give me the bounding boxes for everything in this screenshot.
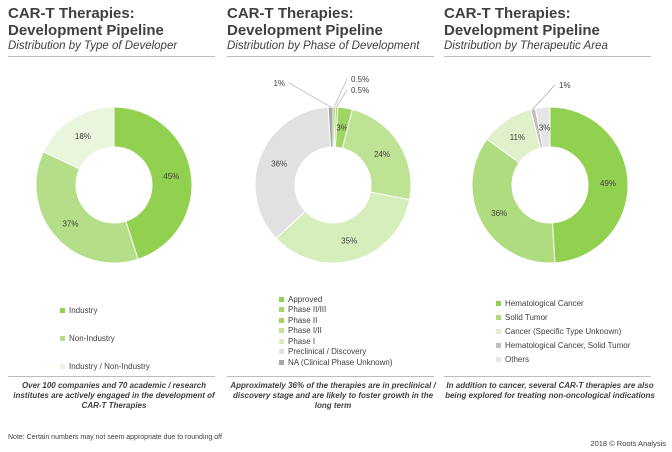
chart-subtitle: Distribution by Therapeutic Area [444, 40, 608, 52]
data-label-phase-ii: 3% [336, 124, 348, 133]
legend-label: Preclinical / Discovery [288, 347, 367, 357]
legend-swatch [60, 307, 65, 313]
leader-line [288, 82, 331, 108]
legend-label: Phase II [288, 315, 318, 325]
legend-item-others: Others [496, 352, 630, 366]
legend-swatch [279, 317, 284, 323]
legend-development-phase: Approved Phase II/III Phase II Phase I/II Ph… [279, 294, 393, 368]
legend-swatch [279, 338, 284, 344]
title-divider [8, 56, 215, 57]
legend-item-phase-ii: Phase II [279, 315, 393, 326]
chart-note: In addition to cancer, several CAR-T the… [445, 381, 655, 400]
slice-hematological-cancer [549, 106, 629, 264]
panel-therapeutic-area: CAR-T Therapies: Development Pipeline Di… [444, 0, 656, 420]
legend-swatch [279, 296, 284, 302]
legend-item-approved: Approved [279, 294, 393, 305]
leader-line [336, 89, 348, 108]
legend-swatch [60, 363, 65, 369]
legend-label: Industry / Non-Industry [69, 361, 150, 371]
legend-therapeutic-area: Hematological Cancer Solid Tumor Cancer (S… [496, 296, 630, 366]
data-label-preclinical-discovery: 36% [271, 160, 287, 169]
legend-item-cancer-specific-type-unknown: Cancer (Specific Type Unknown) [496, 324, 630, 338]
data-label-industry: 45% [163, 172, 179, 181]
legend-label: Solid Tumor [505, 312, 548, 322]
legend-swatch [496, 328, 501, 334]
legend-item-na-clinical-phase-unknown: NA (Clinical Phase Unknown) [279, 357, 393, 368]
data-label-industry-non-industry: 18% [75, 132, 91, 141]
chart-title: CAR-T Therapies: Development Pipeline [8, 5, 164, 39]
legend-swatch [60, 335, 65, 341]
legend-item-phase-ii-iii: Phase II/III [279, 305, 393, 316]
legend-swatch [279, 359, 284, 365]
legend-item-industry: Industry [60, 296, 150, 324]
slice-non-industry [35, 151, 139, 264]
data-label-approved: 0.5% [351, 75, 369, 84]
data-label-phase-ii-iii: 0.5% [351, 86, 369, 95]
chart-title: CAR-T Therapies: Development Pipeline [227, 5, 383, 39]
copyright: 2018 © Roots Analysis [590, 439, 666, 448]
data-label-solid-tumor: 36% [491, 209, 507, 218]
legend-developer-type: Industry Non-Industry Industry / Non-Indus… [60, 296, 150, 380]
legend-label: Cancer (Specific Type Unknown) [505, 326, 622, 336]
legend-label: Approved [288, 294, 323, 304]
chart-subtitle: Distribution by Phase of Development [227, 40, 420, 52]
legend-label: Phase I/II [288, 326, 322, 336]
data-label-non-industry: 37% [62, 219, 78, 228]
legend-swatch [279, 307, 284, 313]
chart-note: Over 100 companies and 70 academic / res… [13, 381, 215, 410]
data-label-cancer-specific-type-unknown: 11% [510, 133, 525, 142]
legend-label: Hematological Cancer [505, 298, 584, 308]
slice-solid-tumor [471, 138, 556, 264]
legend-swatch [496, 356, 501, 362]
legend-swatch [496, 314, 501, 320]
legend-item-hematological-cancer: Hematological Cancer [496, 296, 630, 310]
legend-item-phase-i: Phase I [279, 336, 393, 347]
title-divider [227, 56, 434, 57]
title-divider [444, 56, 651, 57]
legend-swatch [279, 349, 284, 355]
slice-others [534, 106, 551, 149]
leader-line [532, 84, 556, 110]
slice-phase-i [275, 191, 411, 264]
legend-label: NA (Clinical Phase Unknown) [288, 357, 393, 367]
slice-industry [113, 106, 193, 260]
data-label-hematological-cancer-solid-tumor: 1% [559, 81, 571, 90]
leader-line [333, 78, 348, 108]
legend-item-phase-i-ii: Phase I/II [279, 326, 393, 337]
donut-chart-development-phase: 0.5% 0.5% 3% 24% 35% 36% 1% [254, 75, 412, 264]
legend-item-solid-tumor: Solid Tumor [496, 310, 630, 324]
note-divider [8, 376, 215, 377]
legend-label: Others [505, 354, 530, 364]
data-label-others: 3% [539, 123, 551, 132]
donut-chart-developer-type: 45% 37% 18% [35, 106, 193, 264]
legend-label: Industry [69, 305, 98, 315]
data-label-phase-i-ii: 24% [374, 150, 390, 159]
slice-industry-non-industry [42, 106, 115, 170]
data-label-na-clinical-phase-unknown: 1% [273, 79, 285, 88]
legend-item-non-industry: Non-Industry [60, 324, 150, 352]
data-label-hematological-cancer: 49% [600, 179, 616, 188]
donut-chart-therapeutic-area: 49% 36% 11% 1% 3% [471, 81, 629, 264]
panel-developer-type: CAR-T Therapies: Development Pipeline Di… [8, 0, 220, 420]
chart-note: Approximately 36% of the therapies are i… [230, 381, 436, 410]
legend-item-industry-non-industry: Industry / Non-Industry [60, 352, 150, 380]
legend-swatch [279, 328, 284, 334]
legend-item-hematological-cancer-solid-tumor: Hematological Cancer, Solid Tumor [496, 338, 630, 352]
legend-label: Phase I [288, 336, 316, 346]
legend-swatch [496, 300, 501, 306]
legend-label: Hematological Cancer, Solid Tumor [505, 340, 631, 350]
note-divider [227, 376, 434, 377]
note-divider [444, 376, 651, 377]
slice-preclinical-discovery [254, 106, 332, 240]
legend-label: Phase II/III [288, 305, 327, 315]
legend-item-preclinical-discovery: Preclinical / Discovery [279, 347, 393, 358]
data-label-phase-i: 35% [341, 237, 357, 246]
chart-subtitle: Distribution by Type of Developer [8, 40, 178, 52]
footnote: Note: Certain numbers may not seem appro… [8, 434, 222, 441]
legend-label: Non-Industry [69, 333, 115, 343]
slice-na-clinical-phase-unknown [327, 106, 334, 148]
panel-development-phase: CAR-T Therapies: Development Pipeline Di… [227, 0, 439, 420]
legend-swatch [496, 342, 501, 348]
chart-title: CAR-T Therapies: Development Pipeline [444, 5, 600, 39]
